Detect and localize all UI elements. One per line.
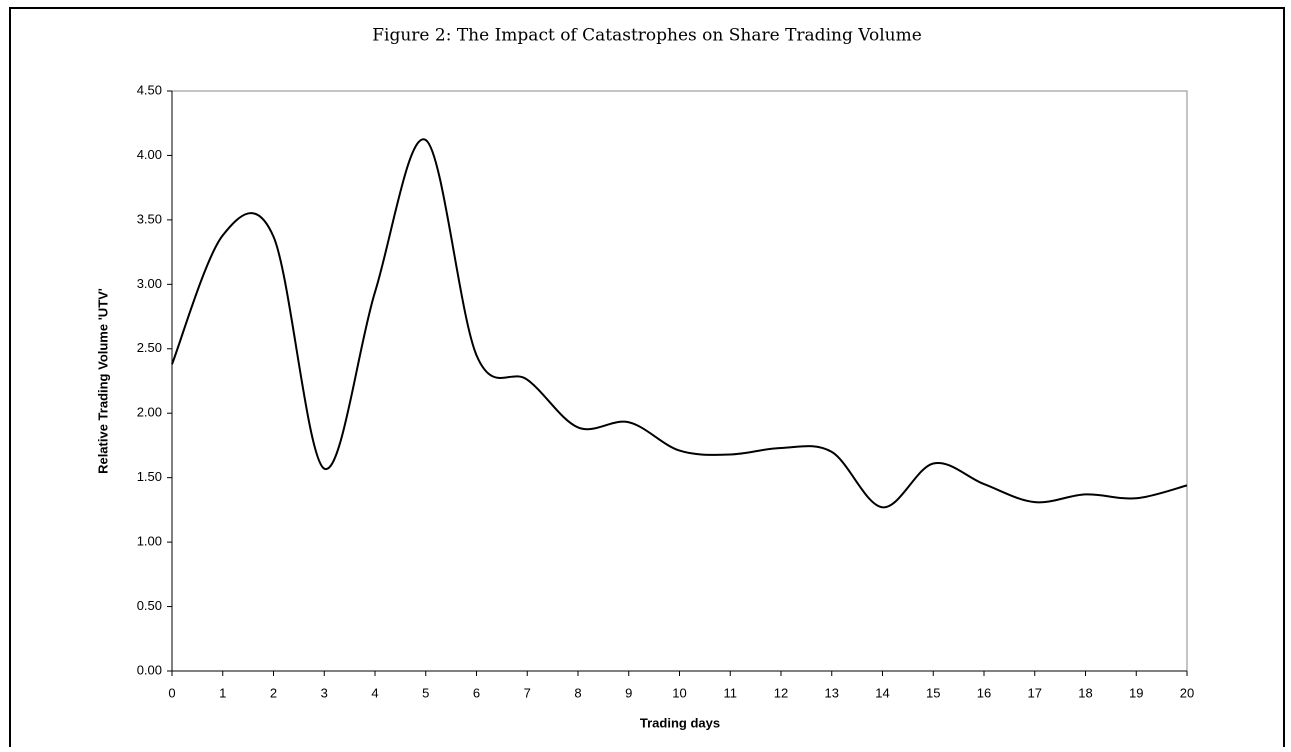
chart-title: Figure 2: The Impact of Catastrophes on … <box>372 26 922 46</box>
x-tick-label: 11 <box>724 685 738 700</box>
x-tick-label: 7 <box>524 685 531 700</box>
x-tick-label: 12 <box>774 685 788 700</box>
x-tick-label: 18 <box>1078 685 1092 700</box>
x-tick-label: 17 <box>1028 685 1042 700</box>
x-tick-label: 13 <box>825 685 839 700</box>
y-tick-label: 2.50 <box>137 340 162 355</box>
x-tick-label: 14 <box>875 685 889 700</box>
x-tick-label: 4 <box>371 685 378 700</box>
y-tick-label: 4.50 <box>137 82 162 97</box>
plot-area <box>171 90 1188 672</box>
x-tick-label: 3 <box>321 685 328 700</box>
y-tick-label: 0.00 <box>137 662 162 677</box>
x-tick-label: 9 <box>625 685 632 700</box>
x-tick-label: 0 <box>168 685 175 700</box>
x-tick-label: 19 <box>1129 685 1143 700</box>
y-tick-label: 4.00 <box>137 147 162 162</box>
x-tick-label: 1 <box>219 685 226 700</box>
x-tick-label: 8 <box>574 685 581 700</box>
y-tick-label: 0.50 <box>137 598 162 613</box>
y-tick-label: 1.50 <box>137 469 162 484</box>
x-tick-label: 15 <box>926 685 940 700</box>
x-tick-label: 5 <box>422 685 429 700</box>
y-tick-label: 3.50 <box>137 211 162 226</box>
y-tick-label: 2.00 <box>137 405 162 420</box>
frame <box>9 7 1285 752</box>
x-tick-label: 10 <box>672 685 686 700</box>
x-tick-label: 20 <box>1180 685 1194 700</box>
y-tick-label: 3.00 <box>137 276 162 291</box>
y-axis-label: Relative Trading Volume 'UTV' <box>95 288 110 474</box>
line-series <box>171 138 1188 509</box>
x-tick-label: 6 <box>473 685 480 700</box>
x-tick-label: 16 <box>977 685 991 700</box>
x-axis-label: Trading days <box>640 715 720 730</box>
y-tick-label: 1.00 <box>137 534 162 549</box>
x-tick-label: 2 <box>270 685 277 700</box>
